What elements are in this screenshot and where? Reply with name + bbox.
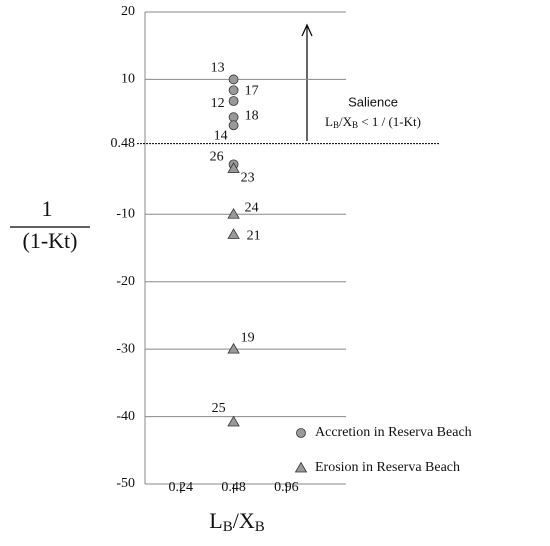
y-tick-label: -10 xyxy=(116,207,135,222)
y-label-numerator: 1 xyxy=(42,196,53,221)
point-label: 23 xyxy=(241,171,255,186)
y-tick-label: -20 xyxy=(116,274,135,289)
point xyxy=(228,74,239,85)
y-tick-label: 10 xyxy=(121,72,135,87)
point xyxy=(228,96,239,106)
point xyxy=(227,228,240,239)
annotation-part: L xyxy=(325,114,333,129)
x-label: LB/XB xyxy=(209,508,264,535)
point xyxy=(227,342,240,354)
point-label: 21 xyxy=(247,229,261,244)
point-label: 17 xyxy=(245,83,259,98)
x-label-part: /X xyxy=(233,508,255,533)
point-label: 13 xyxy=(211,61,225,76)
x-tick-label: 0.48 xyxy=(221,480,246,495)
x-label-part: B xyxy=(255,519,265,535)
point-label: 19 xyxy=(241,330,255,345)
annotation-text: LB/XB < 1 / (1-Kt) xyxy=(325,114,421,130)
point-label: 24 xyxy=(245,201,259,216)
legend-label: Erosion in Reserva Beach xyxy=(315,460,460,475)
annotation-part: < 1 / (1-Kt) xyxy=(358,114,421,129)
point xyxy=(228,120,239,131)
legend-label: Accretion in Reserva Beach xyxy=(315,425,472,440)
y-label-denominator: (1-Kt) xyxy=(23,228,78,253)
y-tick-label: 0.48 xyxy=(111,136,136,151)
point xyxy=(228,112,239,123)
y-tick-label: 20 xyxy=(121,4,135,19)
annotation-part: /X xyxy=(339,114,353,129)
legend-marker xyxy=(294,461,308,473)
point xyxy=(227,207,240,219)
x-tick-label: 0.24 xyxy=(169,480,194,495)
y-tick-label: -50 xyxy=(116,476,135,491)
point xyxy=(227,162,240,173)
x-label-part: L xyxy=(209,508,222,533)
x-tick-label: 0.96 xyxy=(274,480,299,495)
x-label-part: B xyxy=(223,519,233,535)
annotation-part: B xyxy=(333,120,339,130)
point-label: 14 xyxy=(214,128,228,143)
point-label: 18 xyxy=(245,108,259,123)
point-label: 26 xyxy=(210,150,224,165)
point xyxy=(227,415,240,427)
point xyxy=(228,85,239,96)
salience-arrow-head xyxy=(301,23,313,37)
annotation-title: Salience xyxy=(348,94,398,109)
point-label: 12 xyxy=(211,96,225,111)
y-tick-label: -40 xyxy=(116,409,135,424)
legend-marker xyxy=(296,428,306,438)
annotation-part: B xyxy=(352,120,358,130)
point-label: 25 xyxy=(212,401,226,416)
y-tick-label: -30 xyxy=(116,341,135,356)
